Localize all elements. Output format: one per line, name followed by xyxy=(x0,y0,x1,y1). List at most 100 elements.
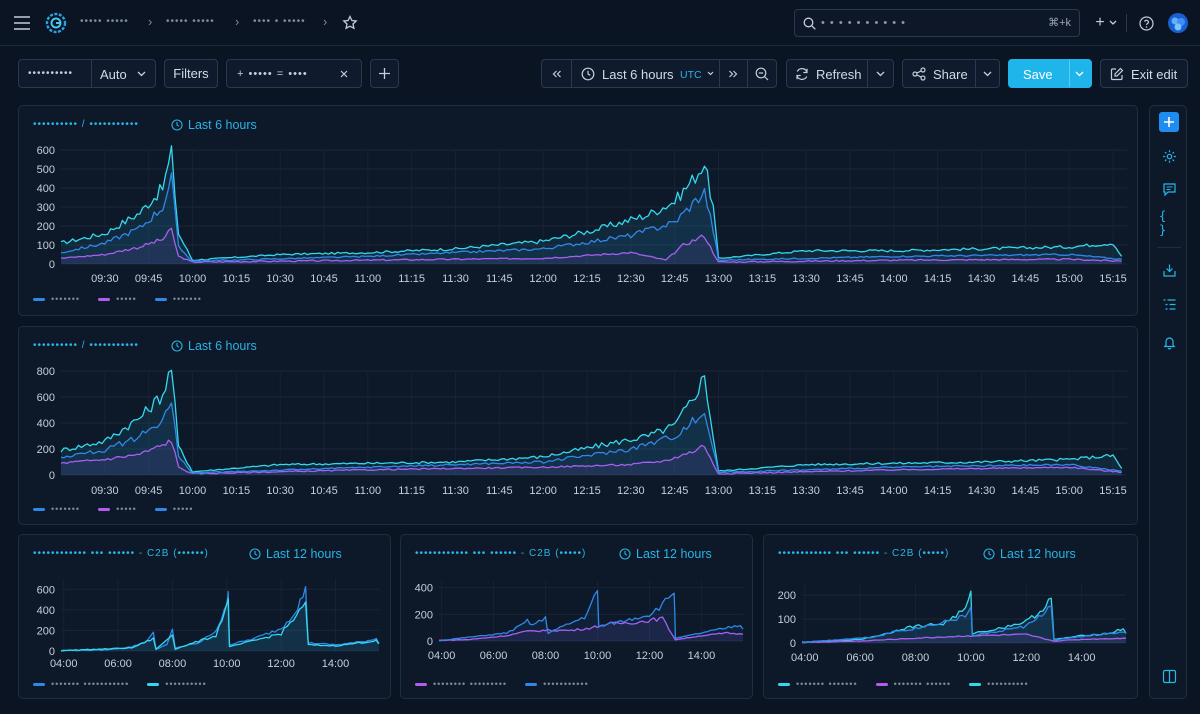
series-line[interactable] xyxy=(60,369,1123,473)
zoom-out-icon[interactable] xyxy=(755,67,769,81)
x-tick-label: 12:15 xyxy=(573,273,601,285)
add-filter-button[interactable] xyxy=(370,59,399,88)
timeseries-chart[interactable]: 0 200 400 04:00 06:00 08:00 10:00 12:00 14:00 xyxy=(401,569,754,669)
legend-item[interactable]: •••••••• ••••••••• xyxy=(415,679,507,689)
x-tick-label: 12:45 xyxy=(661,485,689,497)
x-tick-label: 15:15 xyxy=(1099,273,1127,285)
panel-3[interactable]: •••••••••••• ••• •••••• - C2B (••••••) L… xyxy=(18,534,391,699)
exit-edit-button[interactable]: Exit edit xyxy=(1100,59,1188,88)
legend-item[interactable]: •••••••••• xyxy=(147,679,207,689)
chevron-down-icon[interactable] xyxy=(876,71,885,77)
legend-item[interactable]: ••••••• ••••••••••• xyxy=(33,679,129,689)
x-tick-label: 12:15 xyxy=(573,485,601,497)
comment-icon[interactable] xyxy=(1159,179,1179,199)
series-line[interactable] xyxy=(60,439,1122,475)
panel-title[interactable]: •••••••••• / ••••••••••• xyxy=(33,119,139,130)
filter-chip[interactable]: + ••••• = •••• xyxy=(226,59,362,88)
x-tick-label: 13:45 xyxy=(836,485,864,497)
y-tick-label: 100 xyxy=(37,240,55,252)
timeseries-chart[interactable]: 0 100 200 04:00 06:00 08:00 10:00 12:00 14:00 xyxy=(764,569,1139,671)
panel-time-label: Last 12 hours xyxy=(636,547,712,561)
legend-item[interactable]: ••••• xyxy=(154,504,194,514)
series-line[interactable] xyxy=(802,633,1127,644)
legend-item[interactable]: ••••••• xyxy=(33,504,80,514)
outline-list-icon[interactable] xyxy=(1159,294,1179,314)
series-line[interactable] xyxy=(60,598,380,652)
series-line[interactable] xyxy=(438,589,744,642)
filters-button[interactable]: Filters xyxy=(164,59,218,88)
share-button[interactable]: Share xyxy=(902,59,1000,88)
x-tick-label: 10:00 xyxy=(179,273,207,285)
chevron-double-left-icon[interactable] xyxy=(552,70,562,78)
x-tick-label: 12:00 xyxy=(529,273,557,285)
import-icon[interactable] xyxy=(1159,260,1179,280)
x-tick-label: 09:45 xyxy=(135,485,163,497)
bell-icon[interactable] xyxy=(1159,332,1179,352)
panel-2[interactable]: •••••••••• / ••••••••••• Last 6 hours 0 2… xyxy=(18,326,1138,525)
search-bar[interactable]: ⌘+k xyxy=(794,9,1080,37)
panel-title[interactable]: •••••••••• / ••••••••••• xyxy=(33,340,139,351)
timeseries-chart[interactable]: 0 100 200 300 400 500 600 09:30 09:45 10:00 10:15 1… xyxy=(19,140,1139,290)
chevron-double-right-icon[interactable] xyxy=(728,70,738,78)
time-picker[interactable]: Last 6 hours UTC xyxy=(541,59,777,88)
close-icon[interactable] xyxy=(340,70,348,78)
search-input[interactable] xyxy=(821,15,1021,31)
panel-title[interactable]: •••••••••••• ••• •••••• - C2B (•••••) xyxy=(415,548,587,559)
legend-item[interactable]: ••••• xyxy=(98,294,137,304)
avatar[interactable] xyxy=(1166,11,1190,35)
series-area xyxy=(802,591,1126,643)
series-line[interactable] xyxy=(60,402,1122,474)
x-tick-label: 14:15 xyxy=(924,273,952,285)
divider xyxy=(975,60,976,87)
new-menu-button[interactable]: + xyxy=(1092,14,1120,32)
y-tick-label: 300 xyxy=(37,202,55,214)
x-tick-label: 11:45 xyxy=(486,485,513,497)
breadcrumb-item[interactable]: ••••• ••••• xyxy=(80,16,129,27)
dock-sidebar-icon[interactable] xyxy=(1159,666,1179,686)
series-line[interactable] xyxy=(801,590,1127,643)
legend-item[interactable]: ••••••• xyxy=(33,294,80,304)
star-icon[interactable] xyxy=(340,13,360,33)
refresh-icon xyxy=(796,68,808,80)
x-tick-label: 13:15 xyxy=(749,485,777,497)
panel-1[interactable]: •••••••••• / ••••••••••• Last 6 hours 0 1… xyxy=(18,105,1138,316)
panel-title[interactable]: •••••••••••• ••• •••••• - C2B (•••••) xyxy=(778,548,950,559)
chevron-down-icon[interactable] xyxy=(1075,71,1084,77)
x-tick-label: 08:00 xyxy=(159,658,187,670)
panel-time-label: Last 12 hours xyxy=(1000,547,1076,561)
refresh-button[interactable]: Refresh xyxy=(786,59,894,88)
chevron-down-icon xyxy=(707,71,714,76)
variable-selector[interactable]: •••••••••• Auto xyxy=(18,59,156,88)
help-icon[interactable] xyxy=(1136,13,1156,33)
legend-item[interactable]: ••••• xyxy=(98,504,137,514)
panel-title[interactable]: •••••••••••• ••• •••••• - C2B (••••••) xyxy=(33,548,209,559)
save-button[interactable]: Save xyxy=(1008,59,1092,88)
series-line[interactable] xyxy=(61,172,1122,263)
series-line[interactable] xyxy=(801,605,1126,644)
json-model-icon[interactable]: { } xyxy=(1159,209,1167,237)
x-tick-label: 15:00 xyxy=(1055,485,1083,497)
panel-5[interactable]: •••••••••••• ••• •••••• - C2B (•••••) La… xyxy=(763,534,1138,699)
timeseries-chart[interactable]: 0 200 400 600 800 09:30 09:45 10:00 10:15 10:30 10… xyxy=(19,361,1139,499)
panel-time-label: Last 6 hours xyxy=(188,118,257,132)
legend-item[interactable]: ••••••••••• xyxy=(525,679,589,689)
gear-icon[interactable] xyxy=(1159,146,1179,166)
legend-item[interactable]: ••••••• xyxy=(154,294,202,304)
x-tick-label: 12:45 xyxy=(661,273,689,285)
series-line[interactable] xyxy=(60,227,1122,264)
breadcrumb-item[interactable]: •••• • ••••• xyxy=(253,16,306,27)
menu-icon[interactable] xyxy=(12,13,32,33)
x-tick-label: 14:00 xyxy=(880,273,908,285)
divider xyxy=(719,60,720,87)
legend-item[interactable]: •••••••••• xyxy=(969,679,1029,689)
timeseries-chart[interactable]: 0 200 400 600 04:00 06:00 08:00 10:00 12:00 14:00 xyxy=(19,569,392,675)
series-line[interactable] xyxy=(60,145,1123,262)
chevron-down-icon[interactable] xyxy=(983,71,992,77)
add-panel-icon[interactable] xyxy=(1159,112,1179,132)
legend-item[interactable]: ••••••• ••••••• xyxy=(778,679,858,689)
panel-4[interactable]: •••••••••••• ••• •••••• - C2B (•••••) La… xyxy=(400,534,753,699)
series-line[interactable] xyxy=(438,616,744,642)
grafana-logo-icon[interactable] xyxy=(44,11,68,35)
breadcrumb-item[interactable]: ••••• ••••• xyxy=(166,16,215,27)
legend-item[interactable]: ••••••• •••••• xyxy=(875,679,951,689)
